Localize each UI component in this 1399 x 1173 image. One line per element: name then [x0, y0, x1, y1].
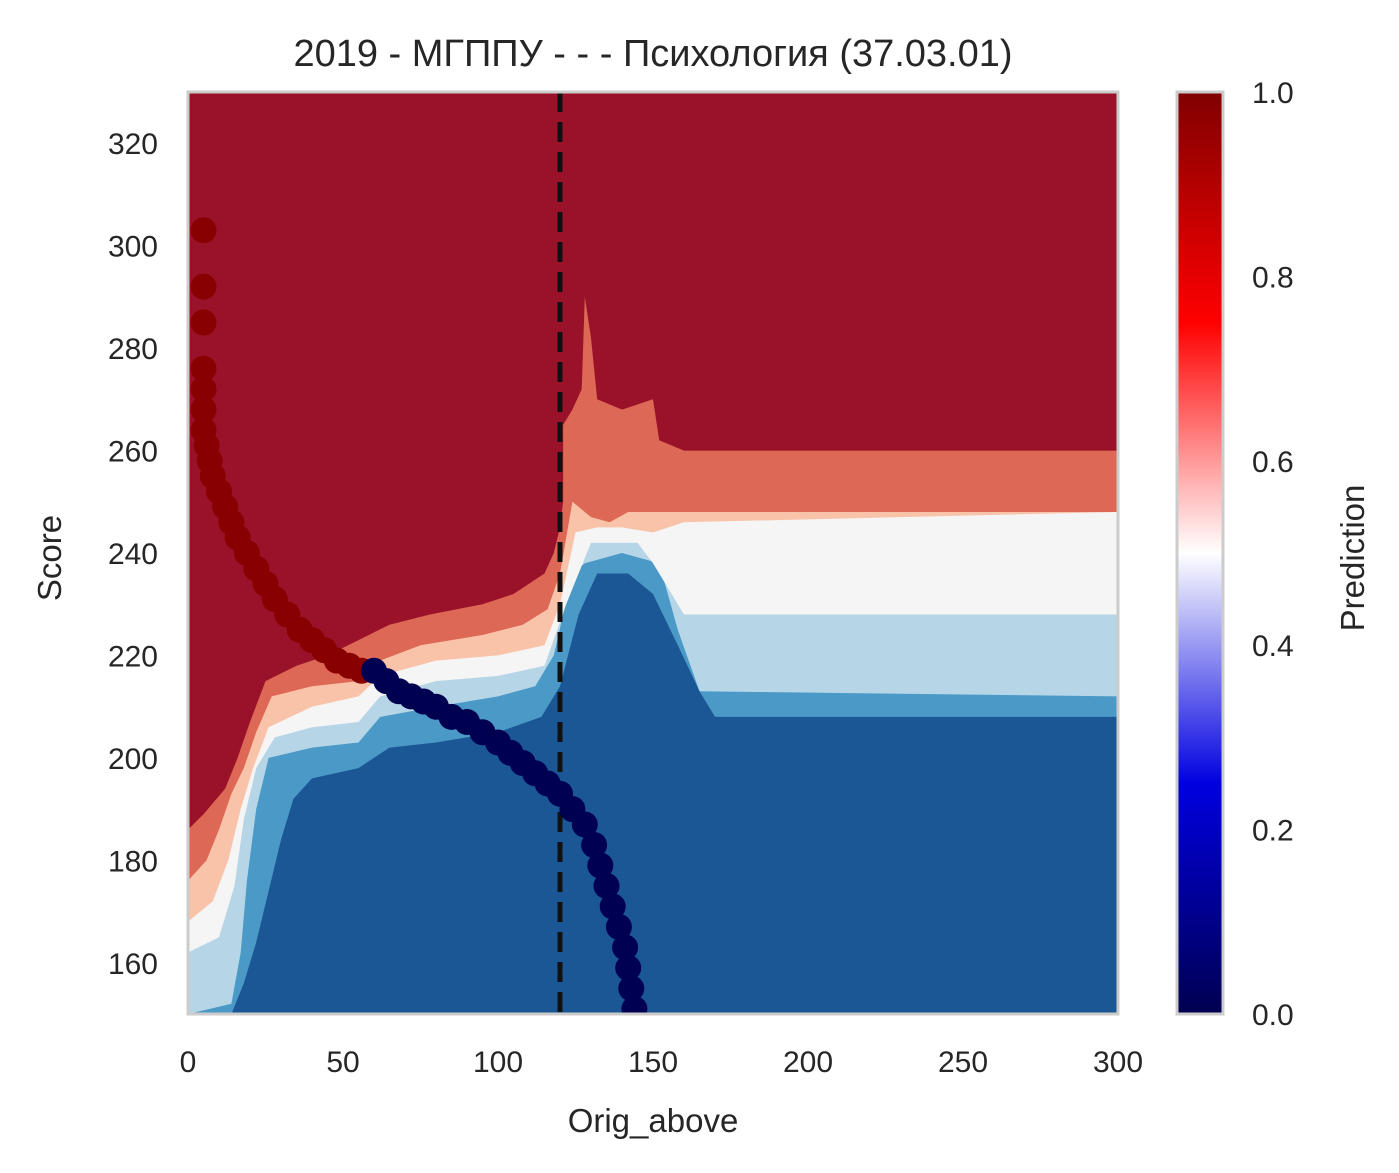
y-tick-label: 160	[108, 948, 158, 981]
x-tick-label: 100	[473, 1046, 523, 1079]
y-tick-label: 260	[108, 436, 158, 469]
region-1	[188, 92, 1118, 830]
y-tick-label: 320	[108, 128, 158, 161]
x-tick-label: 200	[783, 1046, 833, 1079]
point-1-25	[621, 995, 648, 1014]
colorbar-tick-label: 0.8	[1252, 261, 1294, 294]
point-0-3	[190, 355, 217, 382]
point-1-17	[581, 832, 608, 858]
point-0-0	[190, 217, 217, 244]
colorbar-tick-label: 0.4	[1252, 630, 1294, 663]
y-axis-label: Score	[31, 515, 68, 601]
colorbar-tick-label: 0.6	[1252, 446, 1294, 479]
y-tick-label: 180	[108, 845, 158, 878]
data-points	[190, 217, 648, 1014]
point-1-21	[605, 913, 632, 940]
point-0-2	[190, 309, 217, 336]
colorbar-frame	[1175, 90, 1225, 1016]
x-tick-label: 300	[1093, 1046, 1143, 1079]
point-1-23	[615, 954, 642, 981]
x-axis-label: Orig_above	[568, 1102, 739, 1139]
colorbar-label: Prediction	[1334, 485, 1371, 632]
point-1-22	[612, 934, 639, 961]
plot-area	[188, 92, 1118, 1014]
point-1-20	[599, 893, 626, 920]
x-tick-label: 0	[180, 1046, 197, 1079]
plot-frame	[186, 90, 1120, 1016]
colorbar-tick-label: 1.0	[1252, 77, 1294, 110]
y-tick-label: 220	[108, 640, 158, 673]
chart-title: 2019 - МГППУ - - - Психология (37.03.01)	[293, 33, 1012, 75]
point-1-18	[587, 852, 614, 879]
y-tick-label: 300	[108, 231, 158, 264]
point-0-1	[190, 273, 217, 300]
y-axis-ticks: 160 180 200 220 240 260 280 300 320	[108, 128, 158, 981]
colorbar-gradient	[1177, 92, 1223, 1014]
point-1-16	[571, 811, 598, 838]
x-axis-ticks: 0 50 100 150 200 250 300	[180, 1046, 1143, 1079]
y-tick-label: 200	[108, 743, 158, 776]
colorbar-tick-label: 0.2	[1252, 815, 1294, 848]
x-tick-label: 50	[326, 1046, 359, 1079]
colorbar: 0.0 0.2 0.4 0.6 0.8 1.0 Prediction	[1175, 77, 1371, 1032]
colorbar-tick-label: 0.0	[1252, 999, 1294, 1032]
decision-regions	[188, 92, 1118, 1014]
point-0-5	[190, 396, 217, 423]
point-1-19	[593, 872, 620, 899]
point-0-4	[190, 376, 217, 403]
point-1-24	[618, 975, 645, 1002]
x-tick-label: 250	[938, 1046, 988, 1079]
colorbar-ticks: 0.0 0.2 0.4 0.6 0.8 1.0	[1252, 77, 1294, 1032]
y-tick-label: 280	[108, 333, 158, 366]
y-tick-label: 240	[108, 538, 158, 571]
x-tick-label: 150	[628, 1046, 678, 1079]
